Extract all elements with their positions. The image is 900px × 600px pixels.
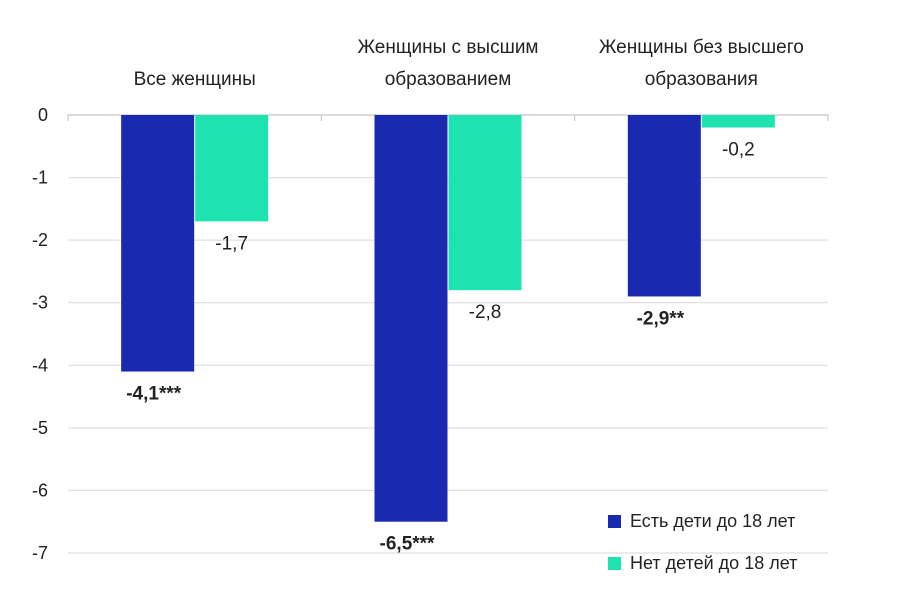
- bar-with-children: [627, 115, 701, 297]
- y-tick-label: -2: [32, 230, 48, 250]
- y-tick-label: -3: [32, 293, 48, 313]
- y-tick-label: -6: [32, 480, 48, 500]
- bar-with-children: [121, 115, 195, 372]
- bar-without-children: [448, 115, 522, 291]
- y-tick-label: -1: [32, 168, 48, 188]
- bar-with-children: [374, 115, 448, 522]
- y-tick-label: 0: [38, 105, 48, 125]
- category-label: образования: [645, 69, 758, 90]
- gridlines: [67, 114, 829, 554]
- legend-label: Нет детей до 18 лет: [630, 553, 797, 573]
- data-label: -4,1***: [126, 384, 182, 405]
- legend-swatch: [608, 557, 621, 570]
- y-tick-label: -4: [32, 355, 48, 375]
- data-labels: -4,1*** -1,7 -6,5*** -2,8 -2,9** -0,2: [126, 140, 755, 555]
- y-tick-label: -7: [32, 543, 48, 563]
- legend-swatch: [608, 515, 621, 528]
- data-label: -2,9**: [637, 308, 685, 329]
- data-label: -1,7: [215, 233, 248, 254]
- y-tick-label: -5: [32, 418, 48, 438]
- data-label: -2,8: [469, 302, 502, 323]
- category-labels: Все женщины Женщины с высшим образованием Ж…: [134, 37, 804, 90]
- bar-without-children: [195, 115, 269, 222]
- legend: Есть дети до 18 лет Нет детей до 18 лет: [608, 511, 797, 573]
- legend-label: Есть дети до 18 лет: [630, 511, 795, 531]
- y-axis: 0 -1 -2 -3 -4 -5 -6 -7: [32, 105, 48, 563]
- category-label: образованием: [385, 69, 512, 90]
- bars: [121, 115, 775, 522]
- category-label: Все женщины: [134, 69, 256, 90]
- category-label: Женщины без высшего: [599, 37, 804, 58]
- data-label: -6,5***: [380, 534, 436, 555]
- category-label: Женщины с высшим: [358, 37, 539, 58]
- data-label: -0,2: [722, 140, 755, 161]
- bar-without-children: [701, 115, 775, 128]
